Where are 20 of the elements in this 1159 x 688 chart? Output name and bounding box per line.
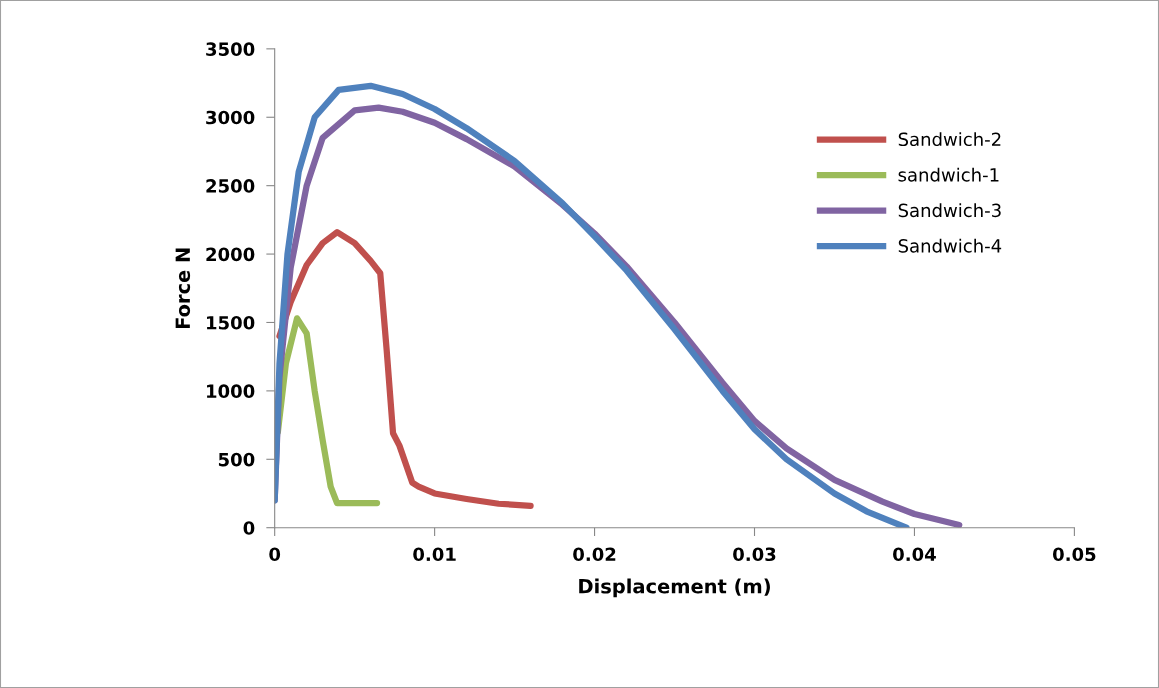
- x-tick-label: 0: [269, 547, 281, 562]
- y-tick-label: 3500: [206, 42, 255, 56]
- legend-label: Sandwich-2: [898, 132, 1001, 147]
- y-tick-label: 3000: [206, 110, 255, 125]
- x-axis-title: Displacement (m): [579, 578, 770, 598]
- x-tick-label: 0.01: [413, 547, 456, 562]
- y-tick-label: 2500: [206, 179, 255, 193]
- x-tick-label: 0.02: [573, 547, 616, 562]
- x-tick-label: 0.05: [1052, 547, 1096, 562]
- y-axis-title: Force N: [175, 248, 191, 329]
- legend-label: Sandwich-4: [898, 238, 1002, 253]
- y-tick-label: 2000: [206, 247, 255, 262]
- x-tick-label: 0.03: [733, 547, 776, 562]
- y-tick-label: 500: [218, 452, 255, 467]
- legend-label: sandwich-1: [898, 167, 999, 182]
- x-tick-label: 0.04: [893, 547, 936, 562]
- legend-label: Sandwich-3: [898, 203, 1001, 218]
- y-tick-label: 1000: [207, 384, 255, 398]
- y-tick-label: 1500: [207, 315, 255, 330]
- y-tick-label: 0: [243, 521, 255, 535]
